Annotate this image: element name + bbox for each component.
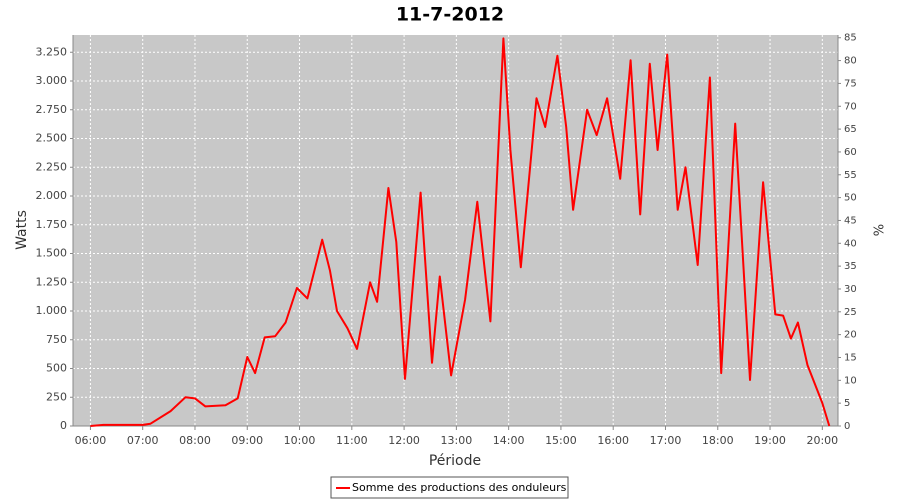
y2-tick-label: 15 [844,352,857,363]
x-tick-label: 20:00 [806,434,838,447]
y2-tick-label: 70 [844,101,857,112]
y-tick-label: 2.750 [36,103,68,116]
x-tick-label: 14:00 [493,434,525,447]
y2-tick-label: 30 [844,284,857,295]
y2-tick-label: 10 [844,375,857,386]
legend [330,476,569,499]
y-tick-label: 1.250 [36,275,68,288]
y2-tick-label: 40 [844,238,857,249]
chart-title: 11-7-2012 [396,4,504,26]
y2-tick-label: 5 [844,398,850,409]
y2-tick-label: 35 [844,261,857,272]
x-tick-label: 18:00 [702,434,734,447]
x-tick-label: 11:00 [336,434,368,447]
y2-tick-label: 20 [844,330,857,341]
y-tick-label: 1.000 [36,304,68,317]
y-tick-label: 250 [46,390,67,403]
y-tick-label: 2.000 [36,189,68,202]
x-tick-label: 12:00 [388,434,420,447]
y-tick-label: 1.500 [36,247,68,260]
y-tick-label: 500 [46,362,67,375]
x-tick-label: 06:00 [75,434,107,447]
y-axis-label: Watts [14,210,30,250]
x-tick-label: 19:00 [754,434,786,447]
y-tick-label: 1.750 [36,218,68,231]
x-tick-label: 10:00 [284,434,316,447]
x-tick-label: 07:00 [127,434,159,447]
plot-background [73,35,838,426]
legend-label: Somme des productions des onduleurs [352,481,567,494]
y2-tick-label: 55 [844,170,857,181]
y2-tick-label: 65 [844,124,857,135]
y-tick-label: 2.250 [36,160,68,173]
y2-tick-label: 25 [844,307,857,318]
x-tick-label: 08:00 [179,434,211,447]
series-line [90,37,831,427]
x-tick-label: 16:00 [597,434,629,447]
y2-tick-label: 85 [844,33,857,44]
x-tick-label: 13:00 [441,434,473,447]
y-tick-label: 750 [46,333,67,346]
x-tick-label: 17:00 [650,434,682,447]
x-axis-label: Période [429,453,481,469]
y2-tick-label: 60 [844,147,857,158]
y-tick-label: 2.500 [36,132,68,145]
y-tick-label: 0 [60,419,67,432]
y2-tick-label: 50 [844,193,857,204]
y2-tick-label: 80 [844,56,857,67]
y2-tick-label: 45 [844,215,857,226]
y-tick-label: 3.250 [36,45,68,58]
y2-tick-label: 75 [844,78,857,89]
y2-axis-label: % [873,224,888,236]
y2-tick-label: 0 [844,421,850,432]
x-tick-label: 15:00 [545,434,577,447]
x-tick-label: 09:00 [231,434,263,447]
y-tick-label: 3.000 [36,74,68,87]
